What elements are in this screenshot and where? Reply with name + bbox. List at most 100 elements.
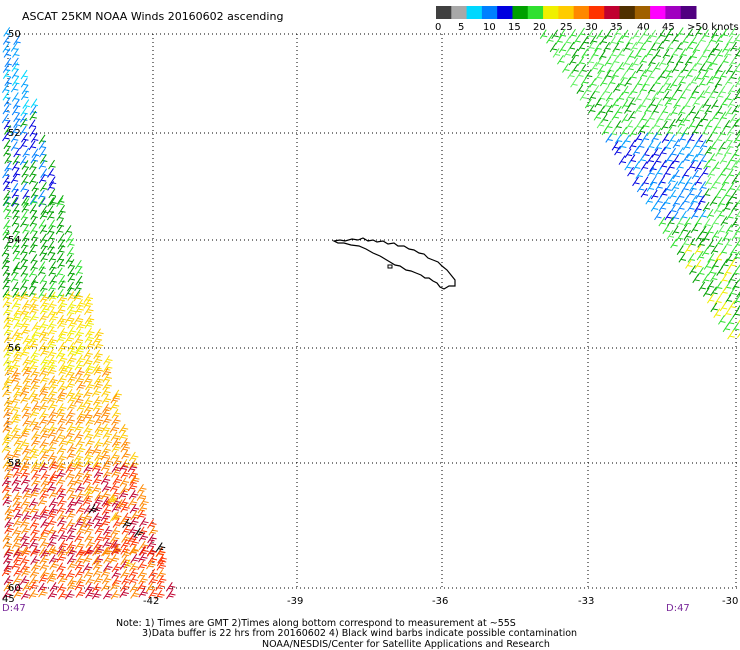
wind-barb (66, 581, 77, 591)
wind-barb (148, 525, 158, 536)
wind-barb (717, 224, 725, 235)
wind-barb (665, 126, 674, 136)
wind-barb (685, 259, 693, 269)
wind-barb (669, 92, 677, 102)
wind-barb (651, 91, 659, 101)
wind-barb (29, 445, 39, 455)
wind-barb (38, 401, 49, 412)
wind-barb (586, 29, 595, 40)
wind-barb (658, 201, 667, 212)
wind-barb (84, 486, 95, 496)
wind-barb (83, 368, 93, 378)
wind-barb (19, 575, 30, 586)
wind-barb (612, 42, 620, 53)
wind-barb (672, 154, 680, 165)
wind-barb (48, 291, 59, 302)
time-label-right: D:47 (666, 603, 690, 614)
wind-barb (47, 423, 58, 433)
wind-barb (67, 490, 77, 501)
wind-barb (38, 462, 49, 473)
wind-barb (626, 62, 634, 73)
wind-barb (715, 237, 724, 247)
wind-barb (683, 99, 691, 110)
wind-barb (718, 182, 727, 193)
wind-barb (109, 423, 120, 433)
wind-barb (56, 583, 67, 593)
wind-barb (67, 281, 75, 292)
wind-barb (13, 443, 23, 454)
wind-barb (31, 430, 41, 441)
wind-barb (676, 245, 685, 255)
wind-barb (688, 105, 696, 116)
wind-barb (49, 560, 59, 570)
wind-barb (12, 167, 21, 178)
wind-barb (110, 393, 120, 404)
wind-barb (55, 408, 66, 419)
wind-barb (28, 280, 37, 290)
wind-barb (642, 119, 650, 130)
wind-barb (662, 224, 670, 234)
wind-barb (3, 469, 14, 480)
lon-label: -36 (432, 596, 448, 607)
wind-barb (109, 512, 120, 522)
wind-barb (40, 239, 49, 250)
wind-barb (130, 589, 140, 599)
wind-barb (671, 181, 679, 191)
wind-barb (166, 589, 176, 600)
wind-barb (580, 75, 589, 86)
wind-barb (92, 512, 102, 522)
wind-barb (723, 307, 732, 317)
wind-barb (46, 573, 57, 584)
wind-barb (137, 568, 147, 579)
wind-barb (13, 588, 23, 599)
wind-barb (677, 118, 686, 128)
footer-note-1: Note: 1) Times are GMT 2)Times along bot… (116, 618, 516, 629)
wind-barb (665, 41, 674, 52)
wind-barb (57, 531, 68, 542)
wind-barb (74, 580, 85, 591)
wind-barb (74, 560, 85, 571)
wind-barb (91, 462, 102, 472)
wind-barb (67, 259, 76, 269)
wind-barb (672, 138, 681, 149)
wind-barb (39, 450, 50, 461)
wind-barb (710, 286, 718, 297)
wind-barb (729, 113, 737, 124)
wind-barb (74, 517, 85, 528)
wind-barb (39, 424, 50, 434)
wind-barb (100, 517, 111, 527)
wind-barb (703, 218, 711, 228)
wind-barb (76, 512, 86, 523)
wind-barb (625, 36, 634, 47)
wind-barb (3, 548, 13, 558)
wind-barb (55, 431, 66, 441)
wind-barb (4, 462, 14, 472)
wind-barb (102, 468, 113, 478)
wind-barb (155, 589, 165, 600)
lon-label: -39 (287, 596, 303, 607)
wind-barb (2, 539, 13, 549)
wind-barb (11, 430, 21, 441)
wind-barb (85, 538, 95, 548)
wind-barb (82, 562, 93, 573)
wind-barb (616, 61, 625, 72)
wind-barb (685, 41, 694, 51)
wind-barb (148, 568, 158, 579)
wind-barb (11, 92, 20, 102)
wind-barb (47, 475, 57, 486)
wind-barb (29, 355, 39, 365)
wind-barb (664, 96, 672, 107)
wind-barb (690, 194, 698, 205)
wind-barb (640, 187, 649, 198)
wind-barb (2, 423, 12, 433)
wind-barb (74, 395, 84, 405)
wind-barb (636, 63, 644, 74)
wind-barb (714, 133, 723, 143)
wind-barb (11, 299, 21, 310)
wind-barb (634, 92, 642, 103)
wind-barb (58, 589, 68, 600)
wind-barb (737, 304, 740, 310)
wind-barb (604, 56, 612, 67)
wind-barb (55, 349, 66, 359)
wind-barb (85, 436, 95, 447)
